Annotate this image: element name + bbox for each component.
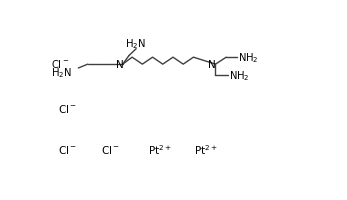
Text: NH$_2$: NH$_2$ [238, 51, 259, 64]
Text: N: N [209, 59, 216, 69]
Text: N: N [116, 59, 123, 69]
Text: Cl$^-$: Cl$^-$ [101, 144, 120, 155]
Text: Cl$^-$: Cl$^-$ [58, 144, 77, 155]
Text: Pt$^{2+}$: Pt$^{2+}$ [194, 143, 218, 156]
Text: Cl$^-$: Cl$^-$ [51, 57, 70, 69]
Text: H$_2$N: H$_2$N [125, 37, 146, 51]
Text: Pt$^{2+}$: Pt$^{2+}$ [148, 143, 172, 156]
Text: NH$_2$: NH$_2$ [229, 69, 250, 82]
Text: H$_2$N: H$_2$N [51, 66, 72, 79]
Text: Cl$^-$: Cl$^-$ [58, 103, 77, 115]
